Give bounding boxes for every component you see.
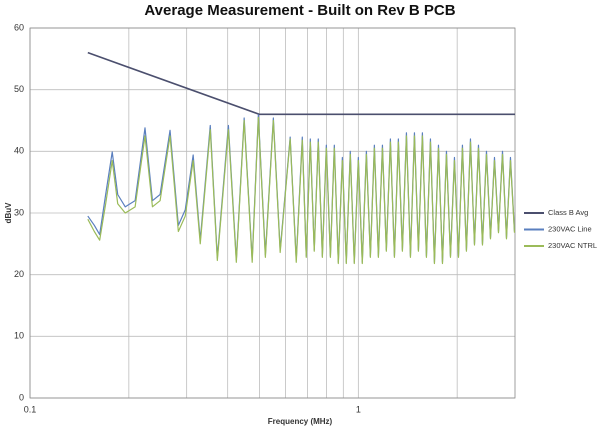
series-line [87,114,516,263]
legend-label: 230VAC NTRL [548,241,597,250]
x-axis-label: Frequency (MHz) [268,417,333,426]
y-axis-label: dBuV [4,202,13,224]
plot-frame [29,27,516,399]
x-tick-label: 0.1 [24,404,37,414]
y-tick-label: 0 [19,392,24,402]
x-tick-label: 1 [356,404,361,414]
legend-label: 230VAC Line [548,224,592,233]
y-tick-label: 30 [14,207,24,217]
y-tick-label: 10 [14,331,24,341]
series-line [87,116,516,265]
legend-label: Class B Avg [548,208,588,217]
y-tick-label: 60 [14,22,24,32]
series-line [87,51,515,116]
y-tick-label: 50 [14,84,24,94]
chart-title: Average Measurement - Built on Rev B PCB [144,2,455,19]
y-tick-label: 40 [14,146,24,156]
y-tick-label: 20 [14,269,24,279]
